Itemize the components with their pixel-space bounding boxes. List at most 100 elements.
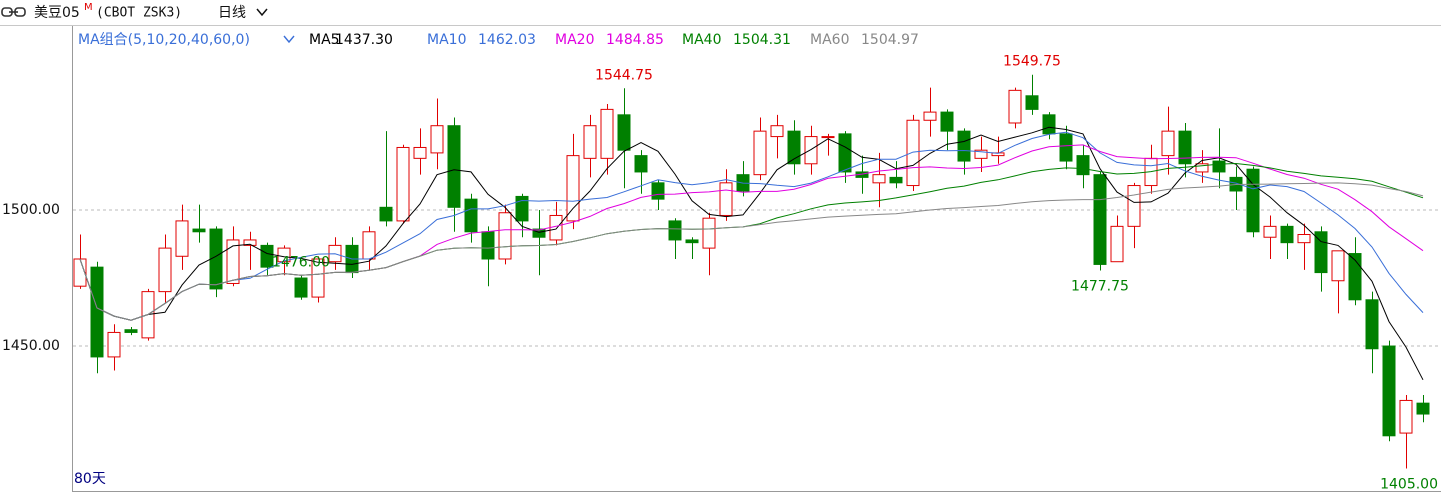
candle-body [923,111,937,121]
candle-body [821,136,835,139]
candle-body [1195,163,1209,173]
ma-legend-name: MA10 [427,32,466,48]
extreme-label: 1476.00 [272,254,330,270]
candle-body [753,130,767,176]
candle-body [668,220,682,241]
extreme-label: 1405.00 [1380,476,1438,492]
candle-body [362,231,376,260]
candle-body [107,331,121,358]
candle-body [175,220,189,257]
ma-legend-name: MA40 [682,32,721,48]
candle-body [804,136,818,165]
candle-body [311,258,325,298]
candle-body [430,125,444,154]
candle-body [532,228,546,238]
candle-body [651,182,665,200]
candle-body [719,182,733,216]
candle-body [158,247,172,293]
ma-legend-value: 1437.30 [335,32,393,48]
candle-body [1246,168,1260,233]
candle-body [481,231,495,260]
candle-body [617,114,631,151]
candle-body [1008,89,1022,124]
candle-body [1348,253,1362,301]
candle-body [1365,299,1379,350]
candle-body [889,176,903,184]
candle-body [1161,130,1175,157]
candle-body [1127,185,1141,227]
candle-body [1212,160,1226,173]
candle-body [906,119,920,187]
candle-body [600,108,614,159]
ma-chevron[interactable] [283,35,295,44]
candle-body [464,198,478,233]
candle-body [583,125,597,159]
candle-body [1382,345,1396,437]
ma-legend-value: 1504.31 [733,32,791,48]
y-tick-label: 1500.00 [2,202,60,218]
ma-legend-value: 1462.03 [478,32,536,48]
candle-body [1416,402,1430,415]
ma-selector[interactable]: MA组合(5,10,20,40,60,0) [78,32,250,48]
candle-body [872,174,886,184]
ma-legend-value: 1484.85 [606,32,664,48]
candle-body [1331,250,1345,282]
ma-line [79,182,1424,321]
candle-body [1178,130,1192,165]
candle-body [90,266,104,358]
candle-body [1042,114,1056,135]
title-mark: M [84,2,93,13]
candle-body [1076,155,1090,176]
candle-body [957,130,971,162]
ma-legend-name: MA5 [309,32,340,48]
candle-body [1110,225,1124,263]
candle-body [702,217,716,249]
candle-body [260,244,274,268]
extreme-label: 1549.75 [1003,54,1061,70]
candle-body [447,125,461,208]
extreme-label: 1477.75 [1071,279,1129,295]
candle-body [1059,133,1073,162]
candle-body [226,239,240,284]
ma-legend-name: MA20 [555,32,594,48]
candle-body [1297,234,1311,244]
y-tick-label: 1450.00 [2,338,60,354]
ma-line [79,131,1424,321]
candle-body [634,155,648,173]
candle-body [1280,225,1294,244]
candle-body [294,277,308,298]
period-selector[interactable]: 日线 [218,5,246,21]
candle-body [940,111,954,132]
extreme-label: 1544.75 [595,67,653,83]
link-icon[interactable] [1,7,26,17]
candle-body [396,146,410,222]
candle-body [838,133,852,173]
candle-body [124,329,138,333]
candle-body [566,155,580,222]
candle-body [73,258,87,287]
candle-body [277,247,291,263]
candle-body [515,195,529,222]
candle-body [974,149,988,159]
candle-body [1093,174,1107,265]
candle-body [243,239,257,246]
subtitle: (CBOT ZSK3) [96,6,182,21]
candle-body [685,239,699,244]
candle-body [787,130,801,165]
ma-line [79,126,1424,381]
candle-body [192,228,206,233]
chart-title: 美豆05 [34,5,80,21]
candle-body [770,125,784,138]
candle-body [379,206,393,222]
candle-body [1025,95,1039,110]
candle-body [1263,225,1277,238]
candle-body [498,212,512,260]
ma-legend-name: MA60 [810,32,849,48]
ma-legend-value: 1504.97 [861,32,919,48]
days-label: 80天 [74,471,106,487]
period-chevron[interactable] [256,8,268,17]
candle-body [1399,399,1413,434]
candle-body [413,146,427,159]
